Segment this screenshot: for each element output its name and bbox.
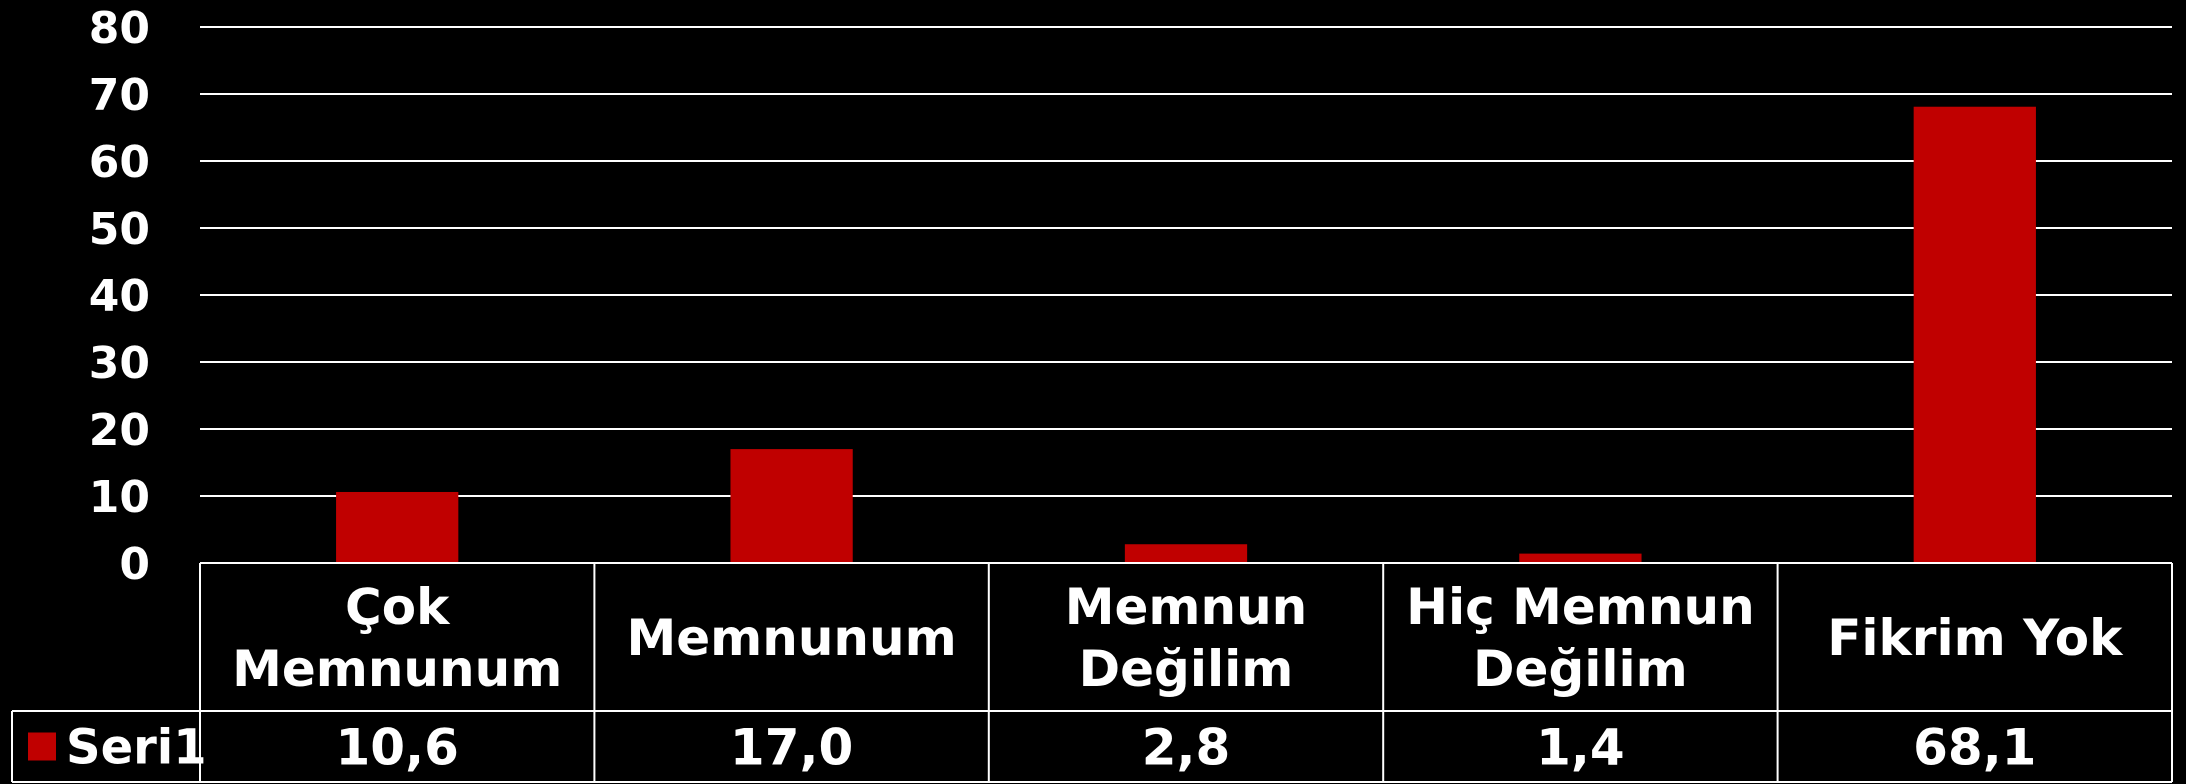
- bar: [1913, 106, 2036, 563]
- category-label: Değilim: [1473, 640, 1688, 698]
- y-tick-label: 80: [89, 3, 150, 54]
- bars: [336, 106, 2036, 563]
- category-label: Fikrim Yok: [1827, 609, 2124, 667]
- bar: [730, 449, 853, 563]
- y-tick-label: 50: [89, 204, 150, 255]
- y-axis-ticks: 0 10 20 30 40 50 60 70 80: [89, 3, 150, 590]
- bar: [1124, 544, 1248, 563]
- data-label: 1,4: [1536, 719, 1625, 777]
- category-label: Değilim: [1079, 640, 1294, 698]
- data-label: 17,0: [730, 719, 853, 777]
- legend-swatch: [28, 732, 56, 761]
- y-tick-label: 30: [89, 338, 150, 389]
- bar: [1519, 553, 1642, 563]
- bar: [336, 491, 459, 563]
- y-tick-label: 40: [89, 271, 150, 322]
- category-label: Memnunum: [232, 640, 562, 698]
- category-label: Memnun: [1065, 578, 1308, 636]
- y-tick-label: 60: [89, 137, 150, 188]
- data-label: 2,8: [1142, 719, 1231, 777]
- data-label: 68,1: [1913, 719, 2036, 777]
- y-tick-label: 0: [119, 539, 150, 590]
- gridlines: [200, 26, 2172, 497]
- y-tick-label: 10: [89, 472, 150, 523]
- legend-series-name: Seri1: [66, 720, 207, 776]
- category-label: Hiç Memnun: [1406, 578, 1755, 636]
- category-label: Çok: [345, 578, 451, 636]
- y-tick-label: 20: [89, 405, 150, 456]
- y-tick-label: 70: [89, 70, 150, 121]
- category-label: Memnunum: [626, 609, 956, 667]
- data-label: 10,6: [336, 719, 459, 777]
